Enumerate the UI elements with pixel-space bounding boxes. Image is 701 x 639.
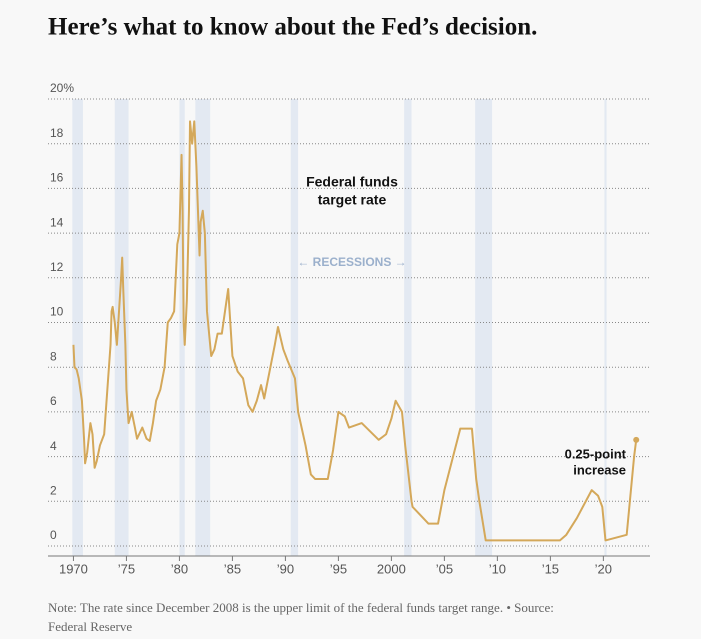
y-tick-label: 10 xyxy=(50,305,64,319)
y-tick-label: 20% xyxy=(50,81,74,95)
series-label: target rate xyxy=(318,192,387,208)
y-tick-label: 0 xyxy=(50,528,57,542)
recessions-label: ← RECESSIONS → xyxy=(297,255,406,269)
y-tick-label: 4 xyxy=(50,439,57,453)
end-label: 0.25-point xyxy=(565,446,627,461)
y-tick-label: 18 xyxy=(50,126,64,140)
recession-band xyxy=(475,99,493,556)
x-tick-label: ’05 xyxy=(436,561,453,576)
x-tick-label: ’15 xyxy=(542,561,559,576)
recession-band xyxy=(114,99,129,556)
end-label: increase xyxy=(573,462,626,477)
x-tick-label: ’85 xyxy=(224,561,241,576)
recession-band xyxy=(404,99,412,556)
end-dot xyxy=(633,436,640,443)
recession-band xyxy=(290,99,299,556)
x-tick-label: ’90 xyxy=(277,561,294,576)
y-tick-label: 2 xyxy=(50,483,57,497)
x-tick-label: 2000 xyxy=(377,561,406,576)
recession-band xyxy=(179,99,185,556)
note: Federal Reserve xyxy=(48,619,132,634)
y-tick-label: 6 xyxy=(50,394,57,408)
x-tick-label: ’20 xyxy=(595,561,612,576)
x-tick-label: ’75 xyxy=(118,561,135,576)
x-tick-label: ’10 xyxy=(489,561,506,576)
recession-band xyxy=(604,99,607,556)
y-tick-label: 8 xyxy=(50,349,57,363)
rate-line xyxy=(72,120,638,542)
chart-title: Here’s what to know about the Fed’s deci… xyxy=(48,14,537,41)
y-tick-label: 14 xyxy=(50,215,64,229)
series-label: Federal funds xyxy=(306,174,398,190)
y-tick-label: 12 xyxy=(50,260,64,274)
x-tick-label: ’80 xyxy=(171,561,188,576)
y-tick-label: 16 xyxy=(50,171,64,185)
x-tick-label: 1970 xyxy=(59,561,88,576)
recession-band xyxy=(72,99,83,556)
x-tick-label: ’95 xyxy=(330,561,347,576)
note: Note: The rate since December 2008 is th… xyxy=(48,600,554,615)
